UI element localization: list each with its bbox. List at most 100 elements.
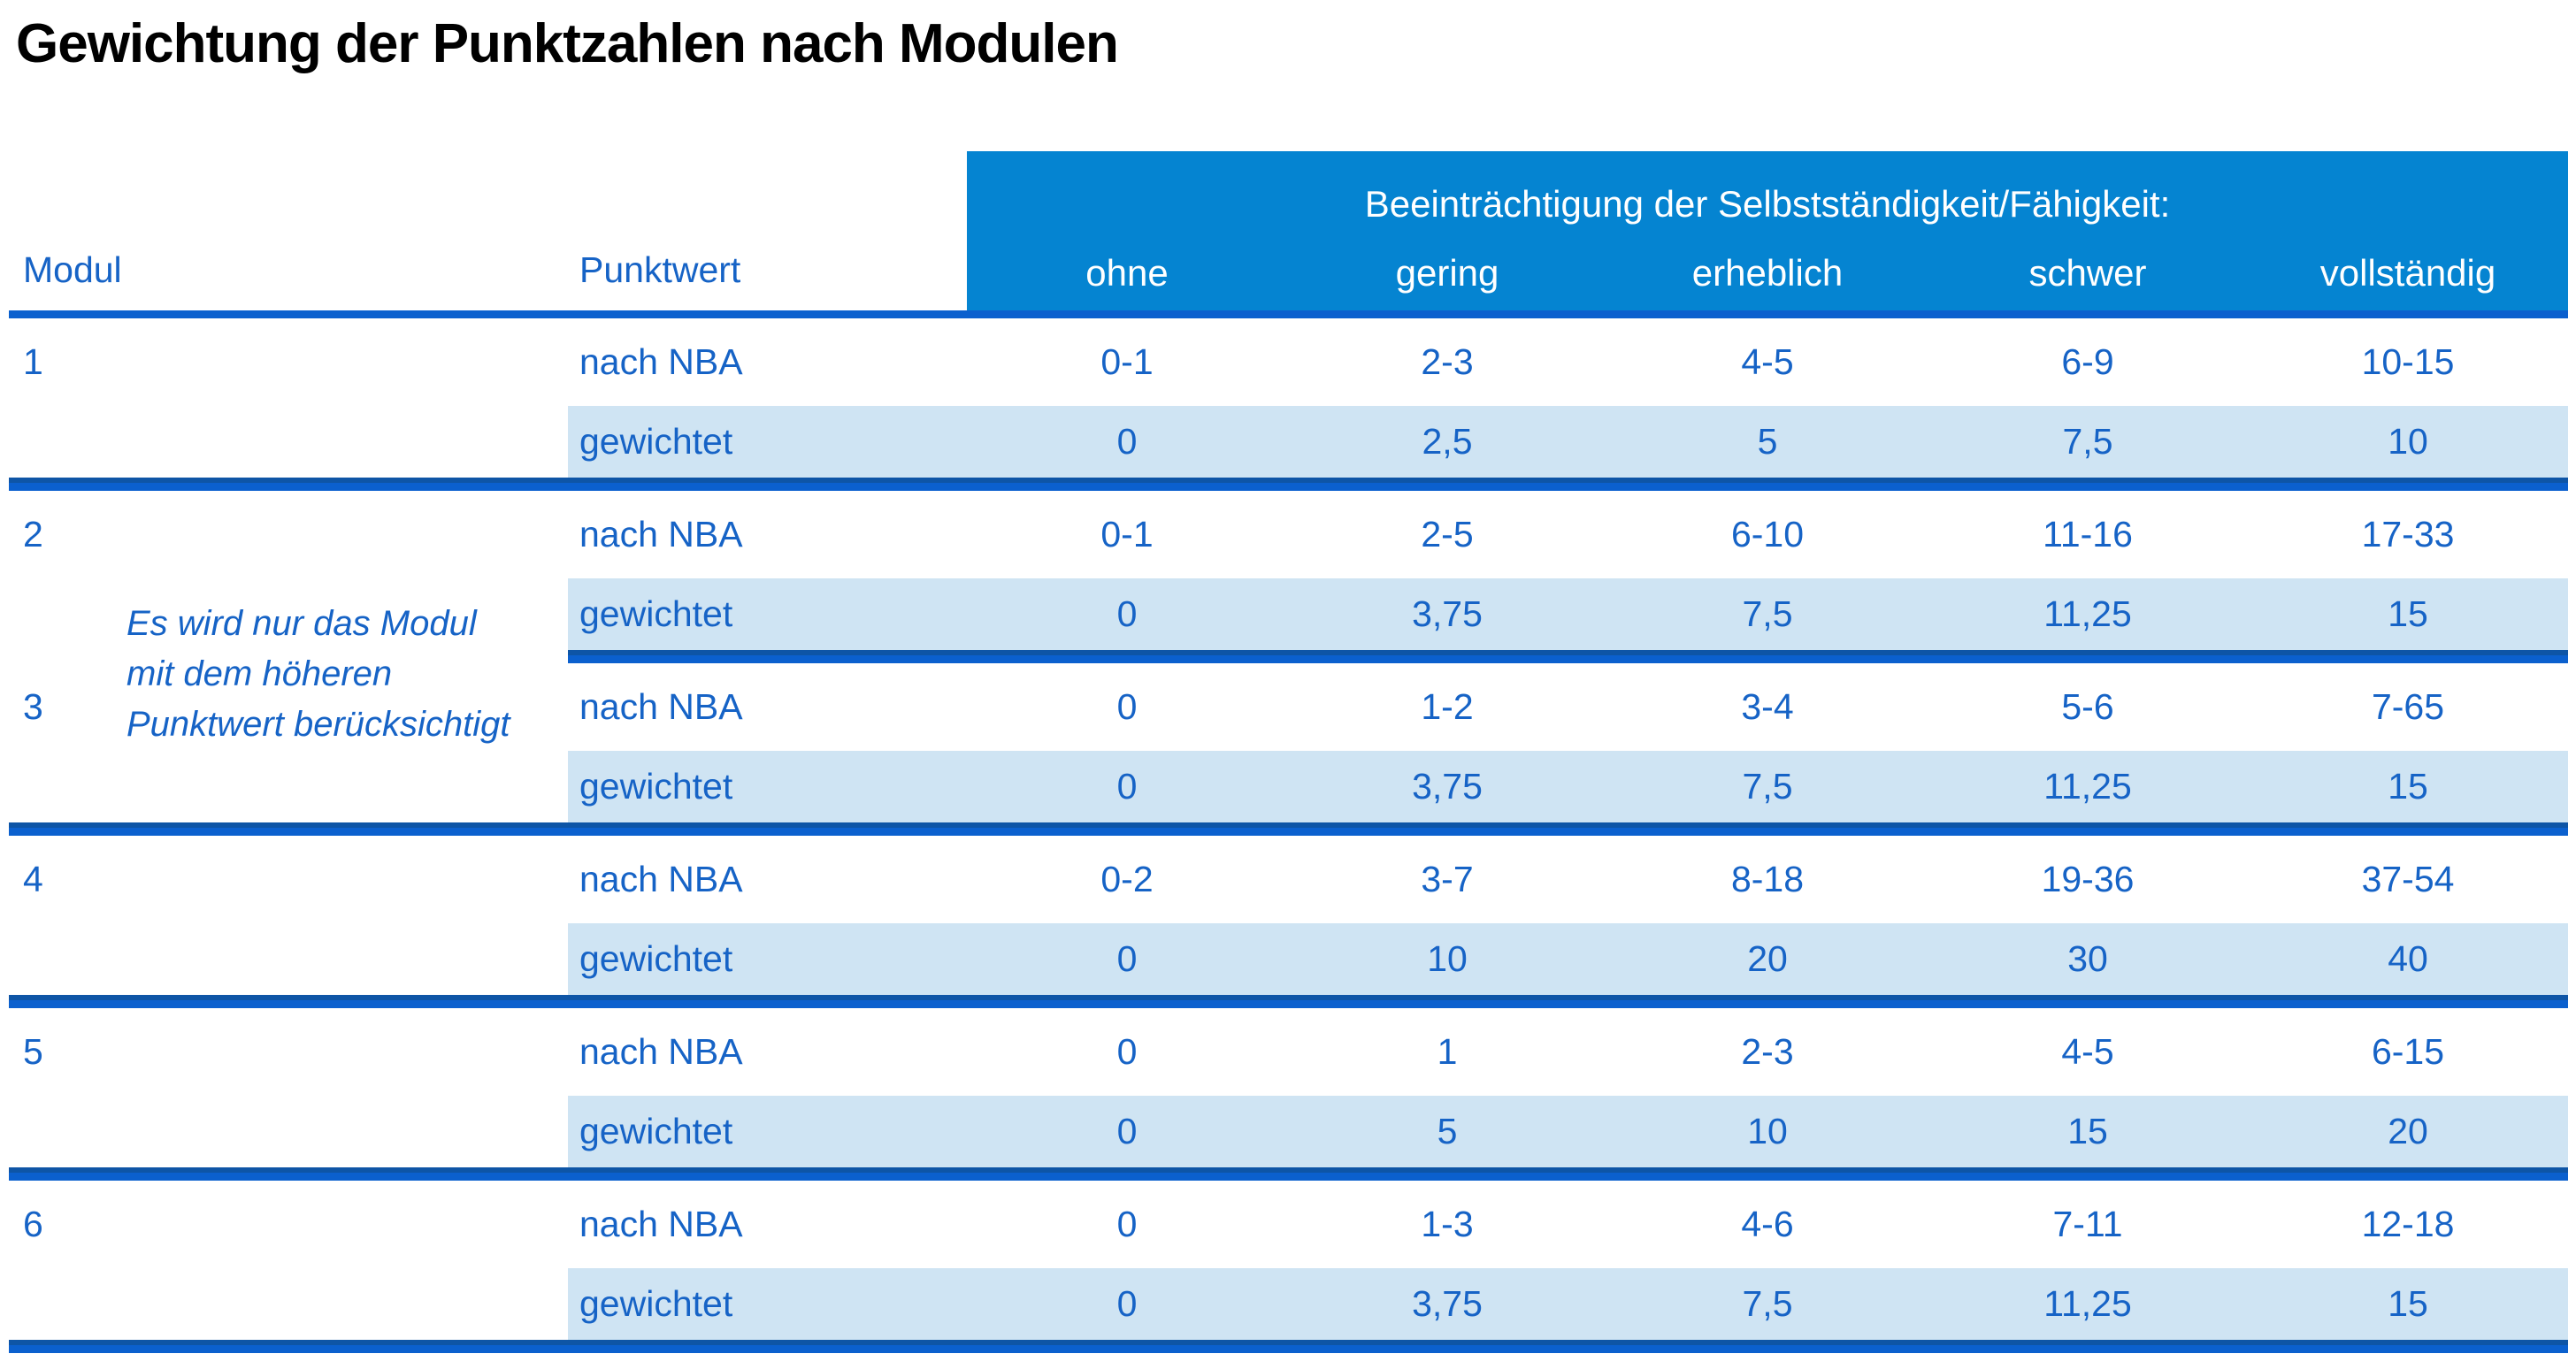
table-row: 5 nach NBA 0 1 2-3 4-5 6-15	[9, 1008, 2568, 1096]
row-label-gewichtet: gewichtet	[579, 938, 733, 979]
score-cell: 0-1	[1100, 341, 1154, 382]
severity-labels-row: ohne gering erheblich schwer vollständig	[967, 252, 2568, 310]
score-cell: 15	[2388, 766, 2428, 807]
score-cell: 20	[1747, 938, 1788, 979]
module-separator-line	[9, 1167, 2568, 1181]
score-cell: 20	[2388, 1111, 2428, 1151]
module-number: 1	[23, 341, 43, 382]
weighted-band: gewichtet 0 3,75 7,5 11,25 15	[568, 578, 2568, 650]
score-cell: 11,25	[2043, 1283, 2132, 1324]
score-cell: 2-3	[1421, 341, 1474, 382]
score-cell: 0	[1116, 1283, 1138, 1324]
score-cell: 10	[2388, 421, 2428, 462]
score-cell: 12-18	[2361, 1204, 2455, 1244]
table-row: gewichtet 0 3,75 7,5 11,25 15	[9, 751, 2568, 822]
table-row: gewichtet 0 10 20 30 40	[9, 923, 2568, 995]
column-header-modul: Modul	[23, 249, 122, 290]
row-label-gewichtet: gewichtet	[579, 1283, 733, 1324]
score-cell: 0	[1116, 421, 1138, 462]
score-cell: 3-7	[1421, 859, 1474, 899]
score-cell: 8-18	[1730, 859, 1805, 899]
module-separator-line	[9, 822, 2568, 836]
score-cell: 6-9	[2061, 341, 2114, 382]
severity-label: erheblich	[1691, 252, 1844, 294]
module-separator-line	[9, 1340, 2568, 1353]
table-row: gewichtet 0 3,75 7,5 11,25 15	[9, 578, 2568, 650]
score-cell: 0-2	[1100, 859, 1154, 899]
row-label-nba: nach NBA	[579, 1204, 743, 1244]
weighted-band: gewichtet 0 10 20 30 40	[568, 923, 2568, 995]
row-label-nba: nach NBA	[579, 686, 743, 727]
module-number: 4	[23, 859, 43, 899]
severity-banner: Beeinträchtigung der Selbstständigkeit/F…	[1364, 183, 2171, 225]
severity-label: gering	[1395, 252, 1499, 294]
score-cell: 37-54	[2361, 859, 2455, 899]
module-note: Es wird nur das Modul mit dem höheren Pu…	[126, 599, 510, 750]
row-label-gewichtet: gewichtet	[579, 766, 733, 807]
score-cell: 3,75	[1412, 766, 1483, 807]
score-cell: 10	[1747, 1111, 1788, 1151]
score-cell: 30	[2067, 938, 2108, 979]
row-label-nba: nach NBA	[579, 1031, 743, 1072]
table-row: 1 nach NBA 0-1 2-3 4-5 6-9 10-15	[9, 318, 2568, 406]
weighted-band: gewichtet 0 3,75 7,5 11,25 15	[568, 751, 2568, 822]
score-cell: 4-5	[1741, 341, 1794, 382]
score-cell: 7,5	[2062, 421, 2113, 462]
score-cell: 0	[1116, 1204, 1138, 1244]
module-number-spacer	[9, 1268, 568, 1340]
score-cell: 15	[2388, 593, 2428, 634]
severity-label: vollständig	[2319, 252, 2496, 294]
module-separator-line	[9, 995, 2568, 1008]
table-row: 3 nach NBA 0 1-2 3-4 5-6 7-65	[9, 663, 2568, 751]
weighted-band: gewichtet 0 2,5 5 7,5 10	[568, 406, 2568, 478]
module-number: 6	[23, 1204, 43, 1244]
page-title: Gewichtung der Punktzahlen nach Modulen	[16, 13, 1119, 74]
table-body: 1 nach NBA 0-1 2-3 4-5 6-9 10-15 gewichtet 0 2,5 5…	[9, 318, 2568, 1353]
module-number: 5	[23, 1031, 43, 1072]
score-cell: 17-33	[2361, 514, 2455, 554]
score-cell: 10	[1427, 938, 1468, 979]
score-cell: 6-15	[2371, 1031, 2445, 1072]
score-cell: 0	[1116, 593, 1138, 634]
score-cell: 4-5	[2061, 1031, 2114, 1072]
score-cell: 5	[1757, 421, 1778, 462]
row-label-nba: nach NBA	[579, 341, 743, 382]
severity-label: ohne	[1085, 252, 1169, 294]
module-number-spacer	[9, 1096, 568, 1167]
score-cell: 7,5	[1742, 766, 1793, 807]
severity-header-block: Beeinträchtigung der Selbstständigkeit/F…	[967, 151, 2568, 310]
table-row: 6 nach NBA 0 1-3 4-6 7-11 12-18	[9, 1181, 2568, 1268]
score-cell: 7,5	[1742, 593, 1793, 634]
module-number-spacer	[9, 751, 568, 822]
weighting-table: Modul Punktwert Beeinträchtigung der Sel…	[9, 151, 2568, 1353]
module-number: 2	[23, 514, 43, 554]
row-label-nba: nach NBA	[579, 859, 743, 899]
row-label-gewichtet: gewichtet	[579, 421, 733, 462]
module-number-spacer	[9, 923, 568, 995]
score-cell: 7-11	[2052, 1204, 2123, 1244]
note-line: Es wird nur das Modul	[126, 604, 477, 643]
score-cell: 5-6	[2061, 686, 2114, 727]
table-row: gewichtet 0 3,75 7,5 11,25 15	[9, 1268, 2568, 1340]
score-cell: 6-10	[1730, 514, 1805, 554]
score-cell: 10-15	[2361, 341, 2455, 382]
score-cell: 2-5	[1421, 514, 1474, 554]
score-cell: 0	[1116, 1031, 1138, 1072]
weighted-band: gewichtet 0 5 10 15 20	[568, 1096, 2568, 1167]
score-cell: 0	[1116, 938, 1138, 979]
table-row: 2 nach NBA 0-1 2-5 6-10 11-16 17-33	[9, 491, 2568, 578]
score-cell: 0	[1116, 686, 1138, 727]
module-separator-line	[568, 650, 2568, 663]
row-label-nba: nach NBA	[579, 514, 743, 554]
score-cell: 11,25	[2043, 766, 2132, 807]
score-cell: 3-4	[1741, 686, 1794, 727]
score-cell: 1-3	[1421, 1204, 1474, 1244]
score-cell: 15	[2067, 1111, 2108, 1151]
score-cell: 11,25	[2043, 593, 2132, 634]
module-number-spacer	[9, 406, 568, 478]
score-cell: 40	[2388, 938, 2428, 979]
score-cell: 15	[2388, 1283, 2428, 1324]
module-number: 3	[23, 686, 43, 727]
module-separator-line	[9, 478, 2568, 491]
table-row: gewichtet 0 2,5 5 7,5 10	[9, 406, 2568, 478]
